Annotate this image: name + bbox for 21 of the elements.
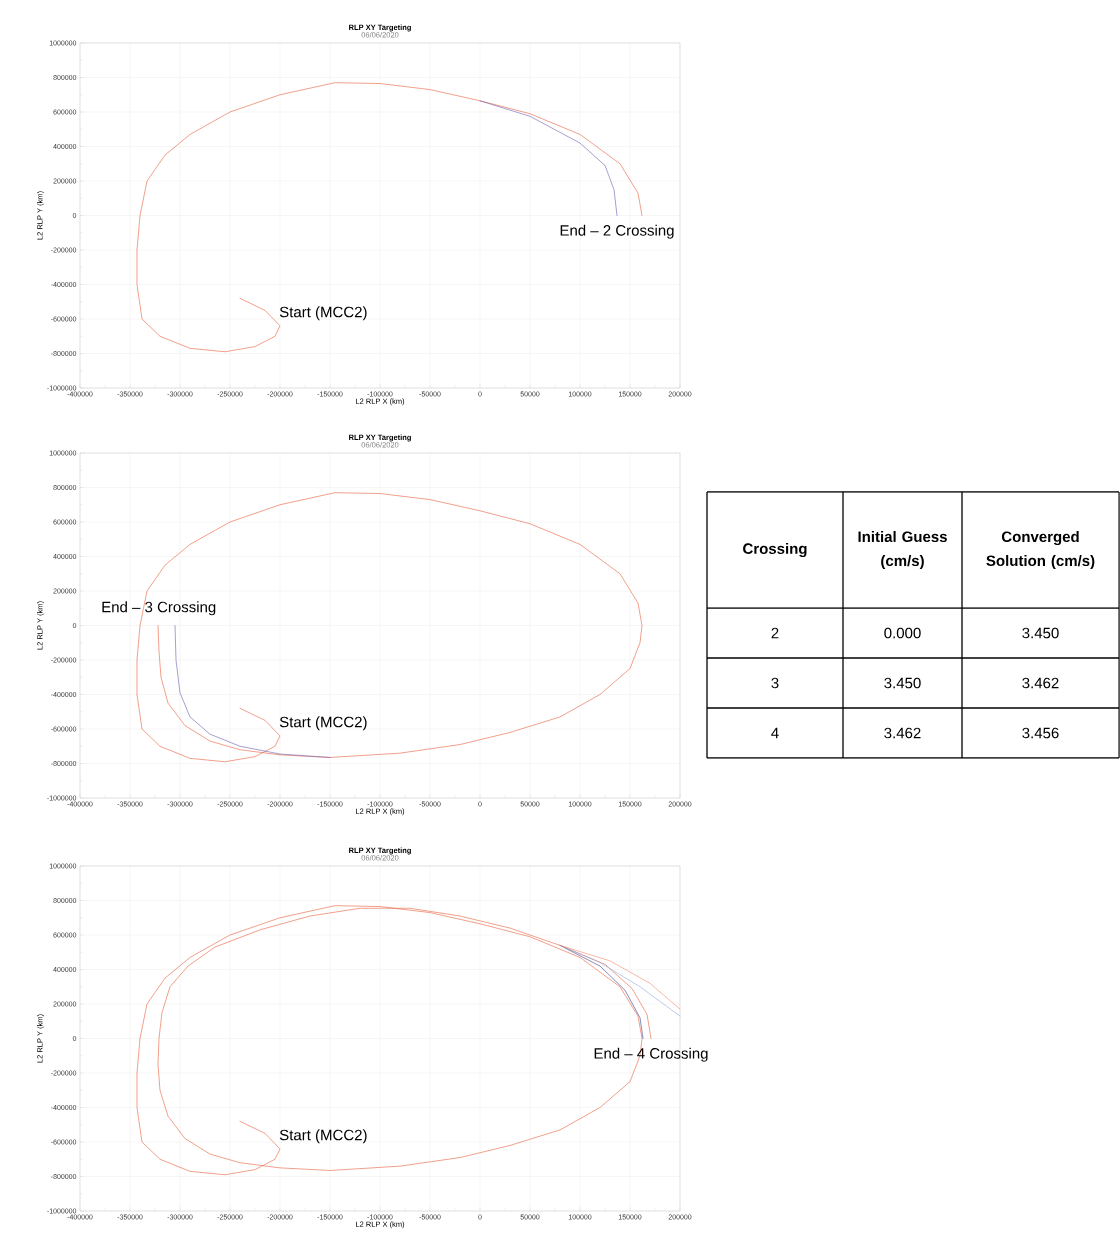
text: Crossing bbox=[743, 542, 807, 558]
text: 3.462 bbox=[884, 727, 921, 739]
text: 0.000 bbox=[884, 627, 921, 639]
text: 3.462 bbox=[1022, 677, 1059, 689]
annotation: End – 4 Crossing bbox=[594, 1047, 708, 1062]
text: 3.450 bbox=[884, 677, 921, 689]
annotation: End – 3 Crossing bbox=[102, 601, 216, 616]
text: 3.450 bbox=[1022, 627, 1059, 639]
text: 2 bbox=[771, 627, 779, 639]
annotation: Start (MCC2) bbox=[279, 306, 367, 321]
text: 3 bbox=[771, 677, 779, 689]
line-series bbox=[136, 492, 643, 763]
text: Converged Solution (cm/s) bbox=[986, 531, 1095, 569]
text: 3.456 bbox=[1022, 727, 1059, 739]
text: 4 bbox=[771, 727, 779, 739]
annotation: Start (MCC2) bbox=[279, 1129, 367, 1144]
text: Initial Guess (cm/s) bbox=[858, 531, 947, 569]
line-series bbox=[136, 905, 652, 1176]
annotation: Start (MCC2) bbox=[279, 716, 367, 731]
annotation: End – 2 Crossing bbox=[560, 224, 674, 239]
line-series bbox=[479, 100, 618, 216]
